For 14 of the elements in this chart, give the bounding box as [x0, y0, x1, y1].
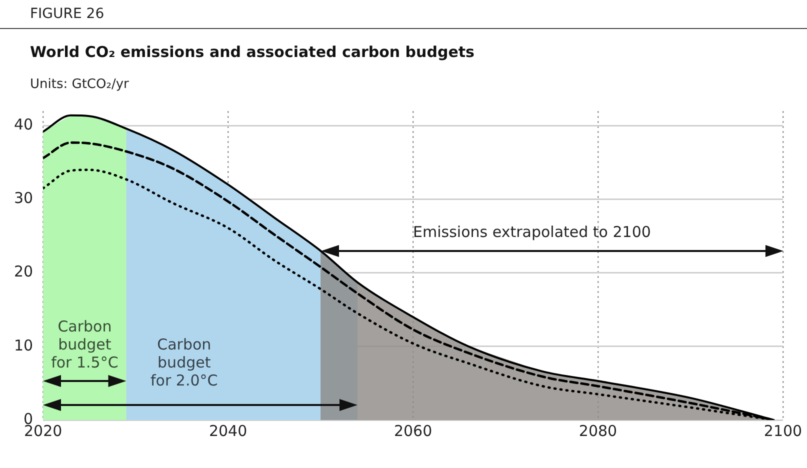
band-label: Emissions extrapolated to 2100	[413, 222, 651, 241]
x-tick-label: 2080	[578, 422, 618, 440]
y-tick-label: 40	[14, 116, 34, 134]
band-label: Carbon budget for 2.0°C	[150, 335, 218, 390]
y-axis-title: Units: GtCO₂/yr	[29, 76, 130, 92]
band-label: Carbon budget for 1.5°C	[51, 317, 118, 372]
x-tick-label: 2100	[764, 422, 802, 440]
y-tick-label: 20	[14, 262, 34, 281]
chart-title: World CO₂ emissions and associated carbon budgets	[29, 42, 476, 61]
x-tick-label: 2040	[208, 422, 248, 440]
x-tick-label: 2060	[394, 422, 432, 440]
y-tick-label: 30	[14, 189, 34, 208]
y-tick-label: 10	[14, 336, 34, 354]
caption: FIGURE 26	[30, 6, 104, 22]
